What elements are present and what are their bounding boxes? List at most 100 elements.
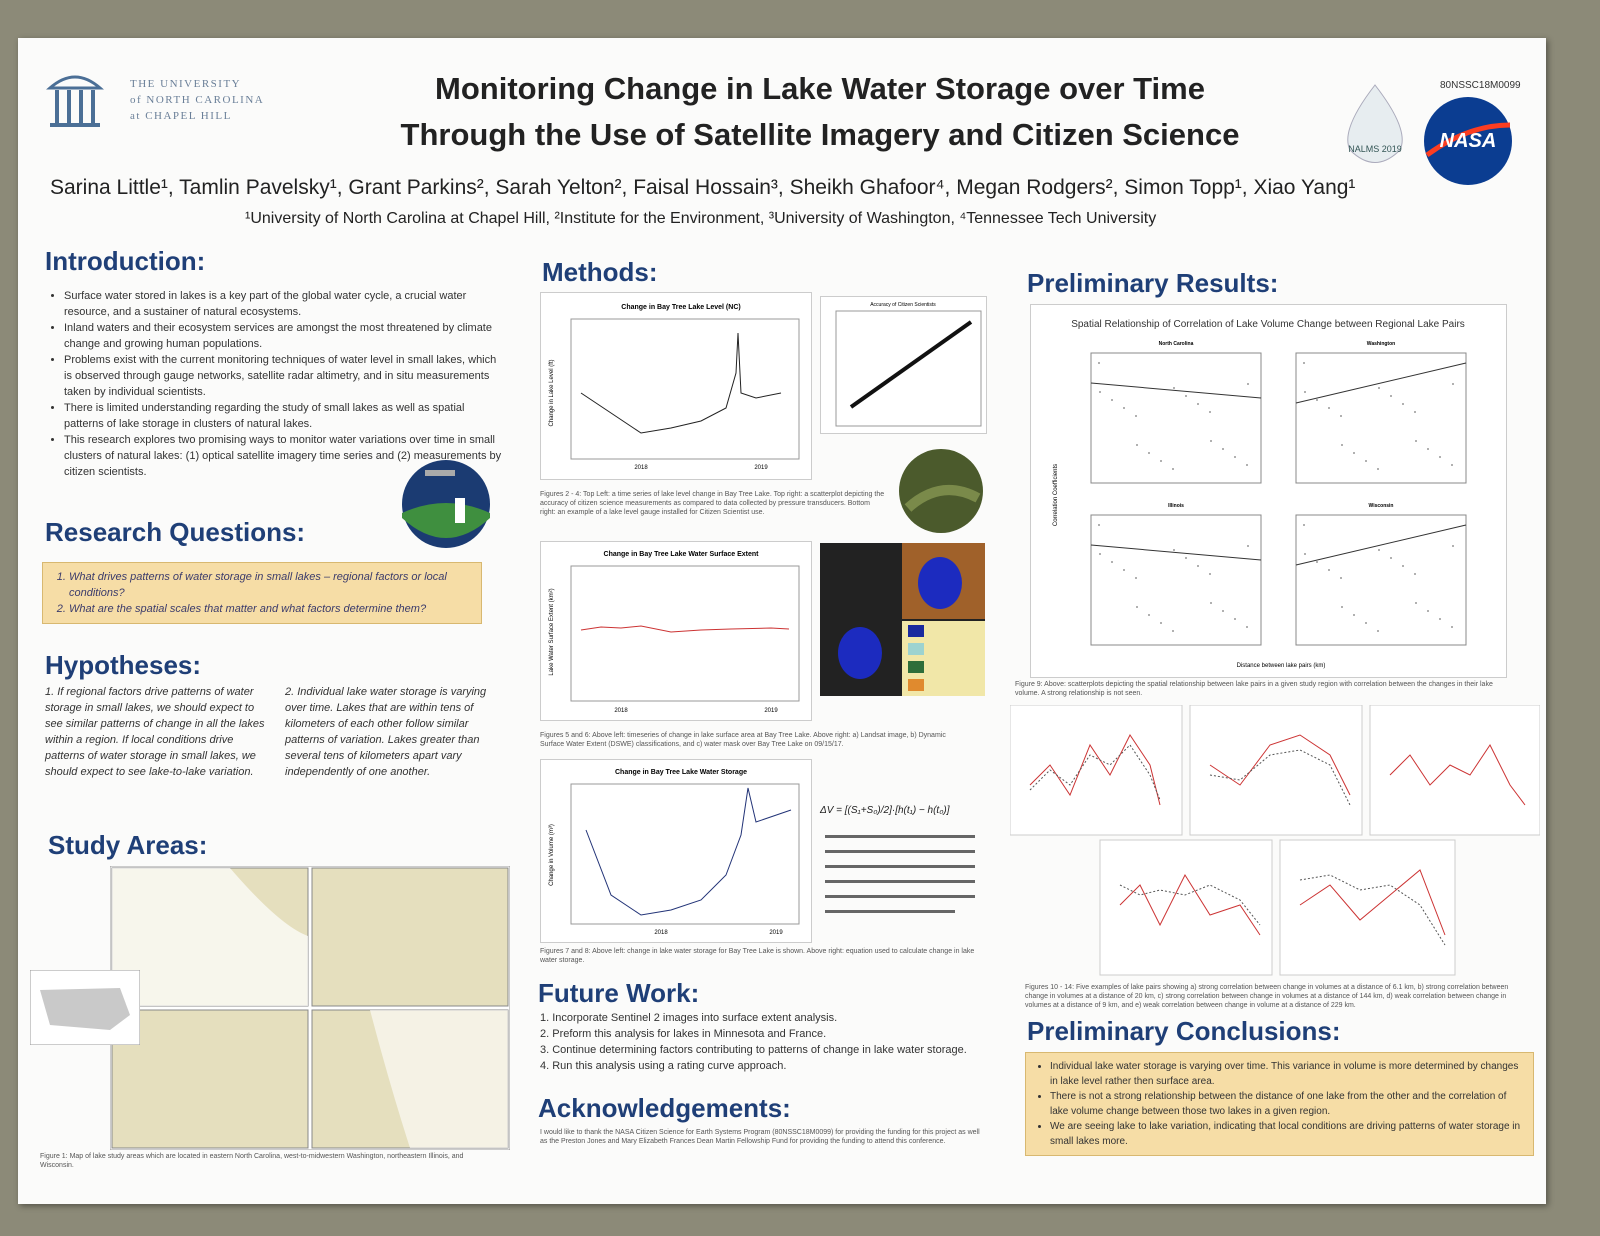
caption: Figures 2 - 4: Top Left: a time series o… [540, 491, 885, 516]
dot [1234, 618, 1236, 620]
list-item: What are the spatial scales that matter … [69, 601, 477, 617]
dot [1222, 448, 1224, 450]
dot [1378, 549, 1380, 551]
panel-title: Wisconsin [1369, 503, 1394, 509]
landsat-images [820, 543, 985, 696]
panel-frame [1090, 352, 1262, 484]
dot [1136, 606, 1138, 608]
panel-title: Illinois [1168, 503, 1184, 509]
caption: Figures 5 and 6: Above left: timeseries … [540, 732, 946, 748]
dot [1303, 362, 1305, 364]
dot [1390, 557, 1392, 559]
unc-logo [46, 75, 104, 127]
caption: Figure 9: Above: scatterplots depicting … [1015, 681, 1493, 697]
dot [1209, 573, 1211, 575]
dot [1098, 362, 1100, 364]
nalms-logo: NALMS 2019 [1347, 84, 1403, 163]
dot [1414, 411, 1416, 413]
chart-figure: Change in Bay Tree Lake Level (NC) 2018 20… [540, 292, 812, 480]
panel-frame [1090, 514, 1262, 646]
satellite-icon [402, 460, 490, 548]
dot [1197, 565, 1199, 567]
list-item: 1. Incorporate Sentinel 2 images into su… [540, 1012, 838, 1024]
figure-title: Change in Bay Tree Lake Level (NC) [621, 304, 740, 311]
acknowledgement-text: I would like to thank the NASA Citizen S… [540, 1129, 980, 1145]
list-item: 2. Preform this analysis for lakes in Mi… [540, 1028, 827, 1040]
dot [1172, 468, 1174, 470]
gauge-photo [899, 449, 983, 533]
panel-title: Washington [1367, 341, 1395, 347]
dot [1160, 460, 1162, 462]
dot [1451, 626, 1453, 628]
list-item: There is not a strong relationship betwe… [1050, 1089, 1525, 1119]
dot [1415, 602, 1417, 604]
dot [1148, 614, 1150, 616]
dot [1210, 440, 1212, 442]
hypothesis: 2. Individual lake water storage is vary… [285, 686, 487, 778]
dot [1222, 610, 1224, 612]
dot [1185, 557, 1187, 559]
axis-label: 2019 [764, 708, 778, 714]
dot [1328, 407, 1330, 409]
figure-title: Spatial Relationship of Correlation of L… [1071, 319, 1465, 330]
dot [1172, 630, 1174, 632]
dot [1173, 549, 1175, 551]
dot [1304, 391, 1306, 393]
list-item: 3. Continue determining factors contribu… [540, 1044, 967, 1056]
dot [1377, 468, 1379, 470]
dot [1098, 524, 1100, 526]
section-heading: Introduction: [45, 246, 206, 276]
university-line: THE UNIVERSITY [130, 78, 242, 90]
dot [1415, 440, 1417, 442]
list-item: Individual lake water storage is varying… [1050, 1059, 1525, 1089]
grant-code: 80NSSC18M0099 [1440, 80, 1521, 91]
dot [1173, 387, 1175, 389]
dot [1340, 415, 1342, 417]
panel-title: North Carolina [1159, 341, 1194, 347]
section-heading: Hypotheses: [45, 650, 202, 680]
dot [1135, 415, 1137, 417]
intro-list: Surface water stored in lakes is a key p… [48, 288, 504, 480]
caption: Figures 10 - 14: Five examples of lake p… [1025, 984, 1509, 1009]
trend-line [1295, 524, 1467, 566]
figure-title: Change in Bay Tree Lake Water Surface Ex… [604, 551, 760, 558]
list-item: 4. Run this analysis using a rating curv… [540, 1060, 787, 1072]
equation: ΔV = [(S₁+S₀)/2]·[h(t₁) − h(t₀)] [819, 805, 975, 913]
list-item: We are seeing lake to lake variation, in… [1050, 1119, 1525, 1149]
panel-frame [1295, 352, 1467, 484]
section-heading: Future Work: [538, 978, 700, 1008]
dot [1123, 569, 1125, 571]
dot [1402, 403, 1404, 405]
caption: Figure 1: Map of lake study areas which … [40, 1153, 464, 1169]
scatter-panels: Spatial Relationship of Correlation of L… [1030, 304, 1507, 678]
dot [1328, 569, 1330, 571]
section-heading: Preliminary Results: [1027, 268, 1279, 298]
section-heading: Preliminary Conclusions: [1027, 1016, 1341, 1046]
nalms-text: NALMS 2019 [1348, 144, 1402, 154]
dot [1246, 464, 1248, 466]
dot [1209, 411, 1211, 413]
dot [1123, 407, 1125, 409]
list-item: Surface water stored in lakes is a key p… [64, 288, 504, 320]
dot [1378, 387, 1380, 389]
dot [1353, 614, 1355, 616]
affiliations: ¹University of North Carolina at Chapel … [245, 210, 1157, 227]
list-item: What drives patterns of water storage in… [69, 569, 477, 601]
dot [1148, 452, 1150, 454]
dot [1099, 391, 1101, 393]
dot [1402, 565, 1404, 567]
title-line: Monitoring Change in Lake Water Storage … [435, 71, 1205, 106]
section-heading: Acknowledgements: [538, 1093, 791, 1123]
pair-plots [1010, 705, 1540, 976]
dot [1451, 464, 1453, 466]
nasa-text: NASA [1440, 130, 1497, 152]
list-item: This research explores two promising way… [64, 432, 504, 480]
rq-list: What drives patterns of water storage in… [42, 562, 482, 624]
axis-label: Change in Lake Level (ft) [549, 359, 555, 426]
scatter-figure: Accuracy of Citizen Scientists [820, 296, 987, 434]
dot [1247, 383, 1249, 385]
dot [1365, 622, 1367, 624]
axis-label: Distance between lake pairs (km) [1237, 663, 1326, 669]
title: Monitoring Change in Lake Water Storage … [330, 66, 1310, 158]
